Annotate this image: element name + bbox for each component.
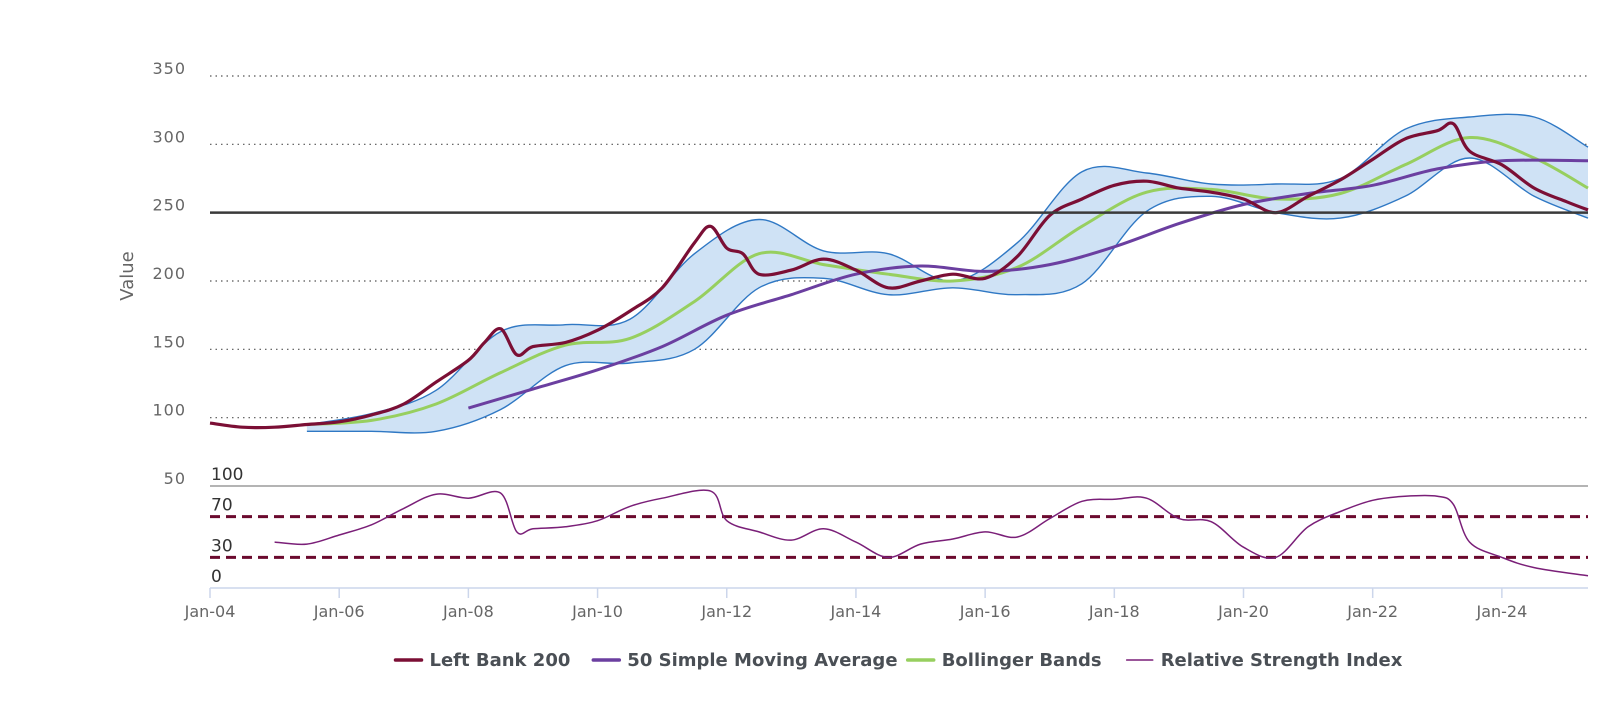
legend-label: Left Bank 200 [430,650,571,671]
legend-label: Bollinger Bands [942,650,1102,671]
x-tick-label: Jan-04 [184,602,236,621]
band-fill [306,114,1588,433]
legend-item[interactable]: 50 Simple Moving Average [591,650,898,671]
y-tick-labels: 350 300 250 200 150 100 50 [152,59,186,488]
rsi-tick-label: 30 [211,536,233,556]
sma-line [467,158,1589,410]
y-axis-label: Value [117,251,138,300]
x-tick-label: Jan-20 [1217,602,1269,621]
legend-item[interactable]: Left Bank 200 [393,650,571,671]
band-lower-line [306,157,1589,434]
x-tick-label: Jan-12 [700,602,752,621]
y-tick-label: 200 [152,264,186,283]
y-tick-label: 350 [152,59,186,78]
rsi-panel: 100 70 30 0 [210,465,1589,587]
legend[interactable]: Left Bank 200 50 Simple Moving Average Bol… [393,650,1403,671]
legend-label: Relative Strength Index [1161,650,1403,671]
left-bank-200-line [209,121,1589,430]
bollinger-mid-line [306,135,1589,426]
legend-item[interactable]: Bollinger Bands [905,650,1102,671]
x-axis: Jan-04 Jan-06 Jan-08 Jan-10 Jan-12 Jan-14 Jan-… [184,587,1588,621]
x-tick-label: Jan-08 [442,602,494,621]
y-tick-label: 50 [164,469,186,488]
legend-label: 50 Simple Moving Average [627,650,897,671]
rsi-tick-label: 0 [211,567,222,587]
x-tick-label: Jan-10 [571,602,623,621]
x-tick-label: Jan-06 [313,602,365,621]
y-grid [210,75,1588,419]
x-tick-label: Jan-22 [1346,602,1398,621]
y-tick-label: 250 [152,196,186,215]
rsi-line [274,489,1589,577]
x-tick-label: Jan-14 [830,602,882,621]
rsi-tick-label: 70 [211,496,233,516]
series-lines [209,121,1589,430]
x-tick-label: Jan-18 [1088,602,1140,621]
y-tick-label: 150 [152,332,186,351]
x-tick-label: Jan-24 [1475,602,1527,621]
y-tick-label: 300 [152,127,186,146]
x-tick-label: Jan-16 [959,602,1011,621]
y-tick-label: 100 [152,401,186,420]
rsi-tick-label: 100 [211,465,243,485]
legend-item[interactable]: Relative Strength Index [1125,650,1403,671]
